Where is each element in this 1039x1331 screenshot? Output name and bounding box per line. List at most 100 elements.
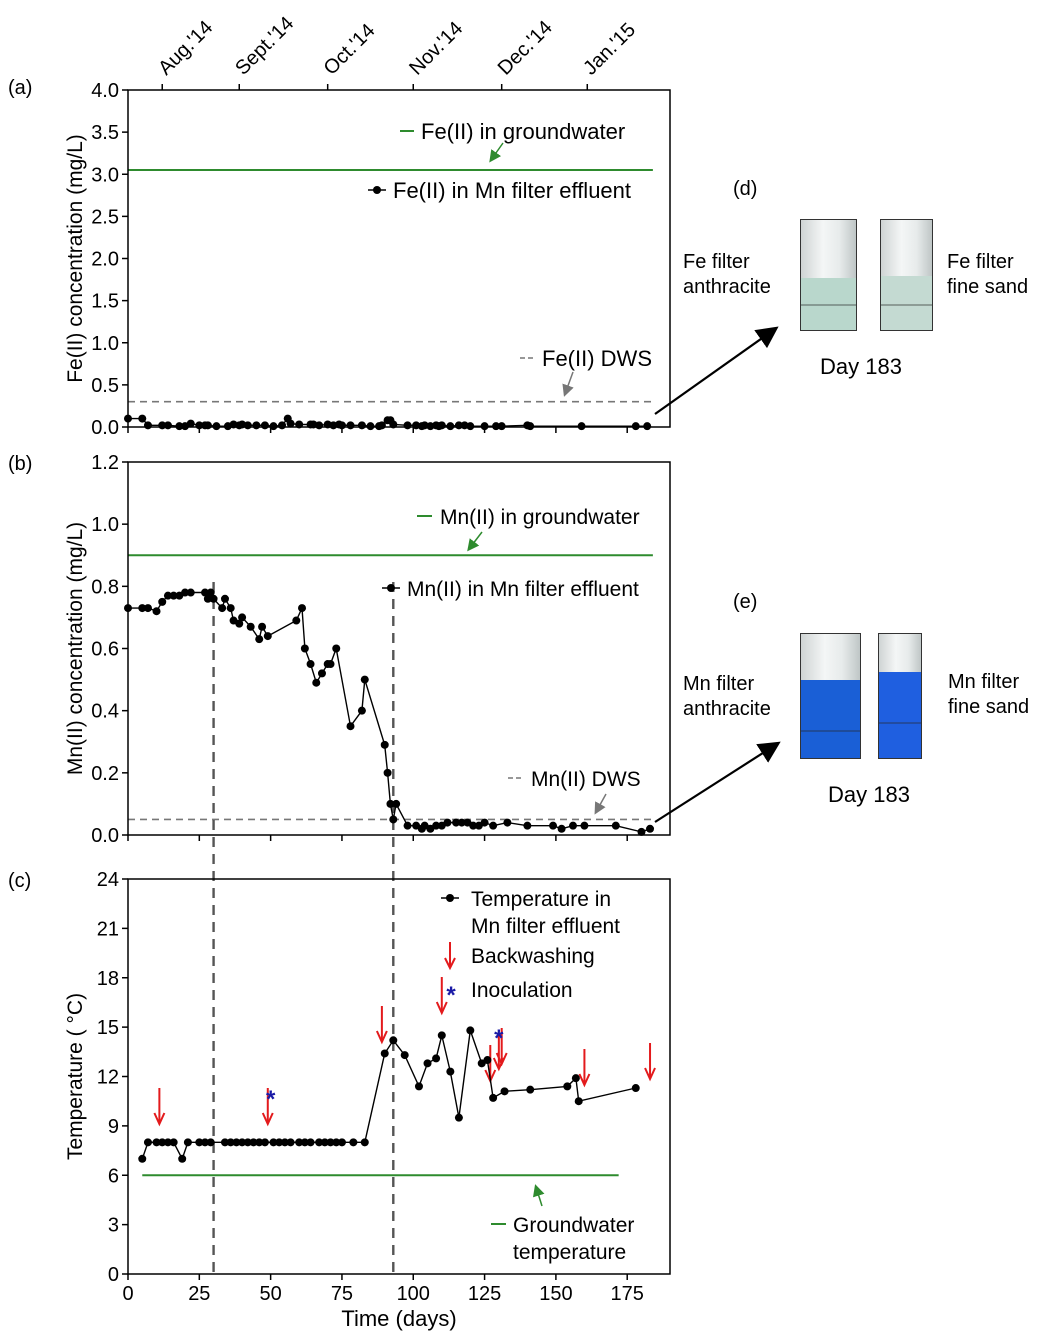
data-point [255, 635, 264, 644]
data-point [260, 1138, 269, 1147]
inoculation-star: * [266, 1086, 276, 1113]
data-point [238, 1138, 247, 1147]
y-axis-label: Mn(II) concentration (mg/L) [64, 522, 87, 775]
series-line [128, 590, 651, 833]
y-tick-label: 0.6 [91, 639, 119, 661]
data-point [549, 821, 558, 830]
photo-e-right-label: Mn filter fine sand [948, 670, 1029, 720]
fe-sand-vial [880, 219, 933, 331]
legend-backwashing-arrowhead [444, 957, 456, 971]
y-tick-label: 4.0 [91, 80, 119, 102]
panel-letter-d: (d) [733, 178, 758, 200]
groundwater-arrow [467, 531, 483, 552]
data-point [403, 821, 412, 830]
data-point [235, 619, 244, 628]
data-point [258, 622, 267, 631]
data-point [357, 706, 366, 715]
data-point [203, 594, 212, 603]
photo-d-right-label-line1: Fe filter [947, 251, 1014, 273]
panel-letter-c: (c) [8, 870, 31, 892]
data-point [497, 422, 506, 431]
backwashing-arrowhead [375, 1030, 388, 1045]
data-point [278, 421, 287, 430]
data-point [443, 818, 452, 827]
data-point [220, 1138, 229, 1147]
data-point [183, 1138, 192, 1147]
data-point [143, 604, 152, 613]
x-tick-label: 175 [611, 1283, 644, 1305]
data-point [557, 824, 566, 833]
data-point [300, 644, 309, 653]
data-point [414, 1082, 423, 1091]
legend-dws-label: Mn(II) DWS [531, 768, 641, 791]
series-layer [124, 414, 655, 1163]
month-label: Nov.'14 [405, 18, 467, 80]
mn-anthracite-vial [800, 633, 861, 759]
month-label: Jan.'15 [579, 19, 640, 80]
photo-d-left-label: Fe filter anthracite [683, 250, 771, 300]
photo-d-right-label: Fe filter fine sand [947, 250, 1028, 300]
legend-groundwater-label: Mn(II) in groundwater [440, 506, 640, 529]
dws-arrow [562, 371, 574, 397]
y-tick-label: 0.0 [91, 417, 119, 439]
y-tick-label: 24 [97, 869, 119, 891]
data-point [360, 1138, 369, 1147]
y-tick-label: 3.5 [91, 122, 119, 144]
fe-anthracite-vial [800, 219, 857, 331]
data-point [143, 421, 152, 430]
data-point [226, 604, 235, 613]
arrow-to-photo-d [654, 326, 779, 415]
x-tick-label: 150 [539, 1283, 572, 1305]
data-point [295, 1138, 304, 1147]
legend-series-marker [373, 186, 381, 194]
y-tick-label: 0.4 [91, 701, 119, 723]
data-point [491, 422, 500, 431]
data-point [631, 422, 640, 431]
axes-layer [122, 84, 671, 1280]
y-tick-label: 21 [97, 918, 119, 940]
data-point [446, 1067, 455, 1076]
y-tick-label: 9 [108, 1116, 119, 1138]
y-tick-label: 0 [108, 1264, 119, 1286]
data-point [232, 1138, 241, 1147]
data-point [403, 421, 412, 430]
data-point [423, 1059, 432, 1068]
y-tick-label: 3 [108, 1215, 119, 1237]
data-point [480, 422, 489, 431]
y-tick-label: 1.0 [91, 333, 119, 355]
legend-series-marker [446, 894, 454, 902]
data-point [337, 1138, 346, 1147]
data-point [138, 414, 147, 423]
data-point [260, 421, 269, 430]
x-tick-label: 25 [188, 1283, 210, 1305]
data-point [186, 588, 195, 597]
data-point [571, 1074, 580, 1083]
data-point [218, 604, 227, 613]
data-point [269, 1138, 278, 1147]
data-point [138, 1154, 147, 1163]
data-point [446, 422, 455, 431]
series-line [141, 1030, 636, 1161]
data-point [203, 421, 212, 430]
data-point [158, 1138, 167, 1147]
data-point [255, 1138, 264, 1147]
legend-groundwater-label-line2: temperature [513, 1241, 626, 1264]
backwashing-arrowhead [435, 1001, 448, 1016]
data-point [206, 1138, 215, 1147]
x-tick-label: 75 [331, 1283, 353, 1305]
data-point [400, 1051, 409, 1060]
data-point [306, 1138, 315, 1147]
photo-e-right-label-line2: fine sand [948, 696, 1030, 718]
y-tick-label: 6 [108, 1165, 119, 1187]
data-point [209, 594, 218, 603]
dws-arrow [594, 793, 607, 815]
backwashing-arrowhead [153, 1112, 166, 1127]
data-point [466, 1026, 475, 1035]
photo-e-right-label-line1: Mn filter [948, 671, 1020, 693]
data-point [574, 1097, 583, 1106]
photo-e-left-label-line2: anthracite [683, 698, 771, 720]
data-point [332, 1138, 341, 1147]
y-tick-label: 18 [97, 968, 119, 990]
data-point [269, 422, 278, 431]
data-point [175, 422, 184, 431]
